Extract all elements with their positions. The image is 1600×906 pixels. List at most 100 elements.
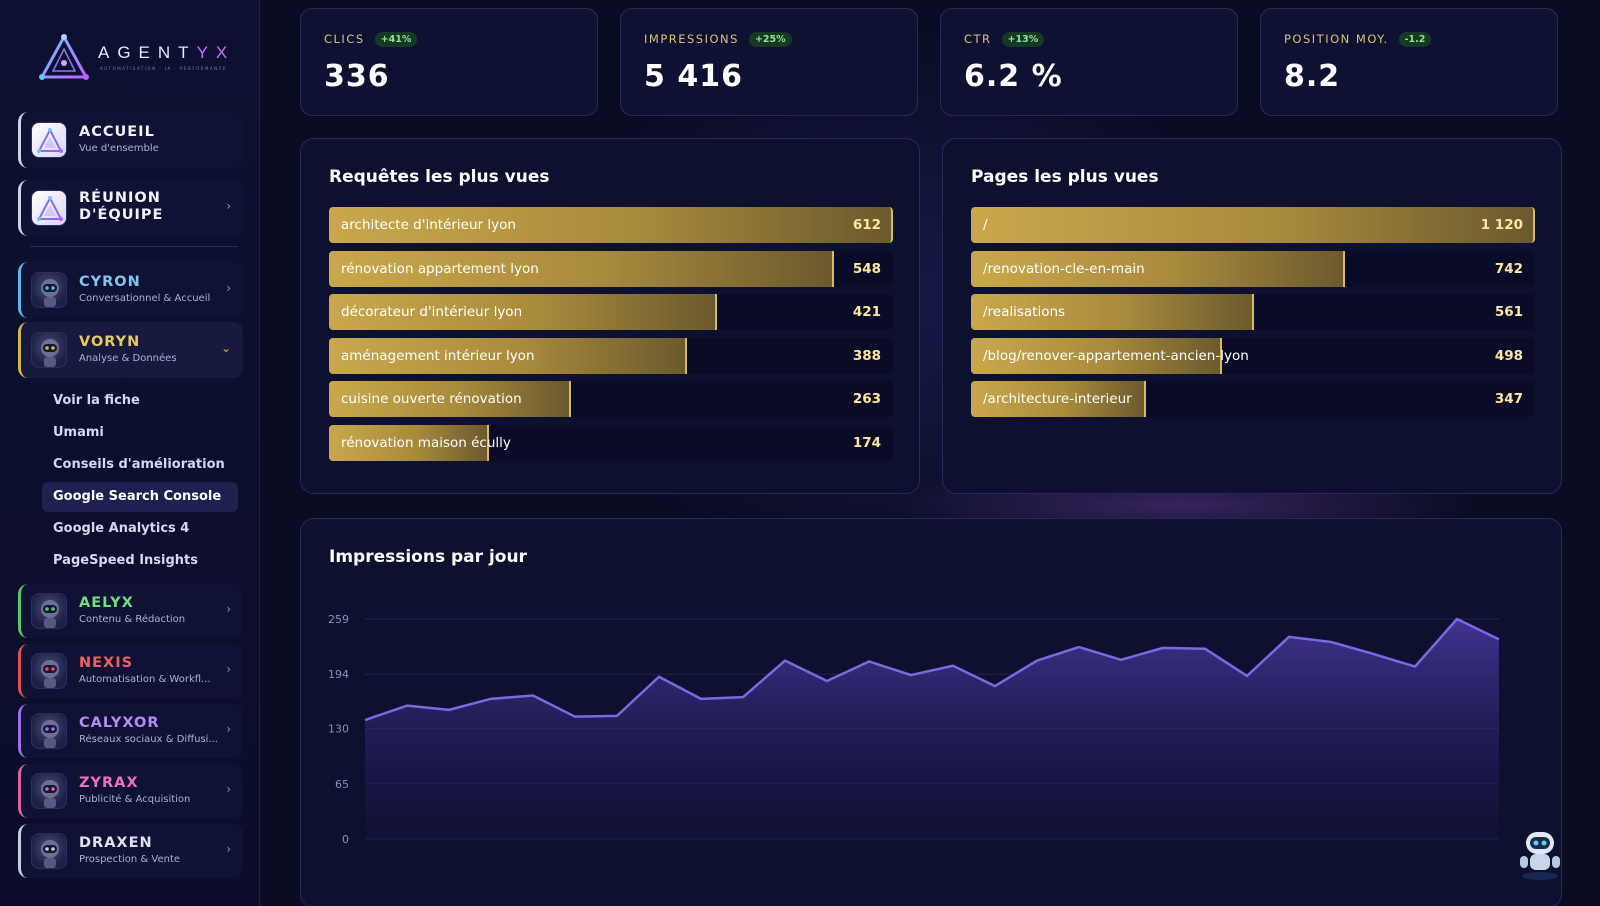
sidebar-agent-accueil[interactable]: ACCUEIL Vue d'ensemble [18, 112, 243, 168]
data-point-18[interactable] [1116, 655, 1126, 665]
bar-fill [971, 381, 1146, 417]
data-point-1[interactable] [402, 701, 412, 711]
data-point-22[interactable] [1284, 632, 1294, 642]
bar-row[interactable]: décorateur d'intérieur lyon 421 [329, 294, 893, 330]
chevron-right-icon[interactable]: › [226, 199, 231, 213]
bar-fill [971, 250, 1345, 287]
data-point-23[interactable] [1326, 637, 1336, 647]
sidebar-agent-zyrax[interactable]: ZYRAX Publicité & Acquisition › [18, 764, 243, 818]
bar-value: 498 [1494, 347, 1523, 364]
bar-row[interactable]: /architecture-interieur 347 [971, 381, 1535, 417]
brand-name: AGENTYX [98, 43, 236, 62]
chevron-right-icon[interactable]: › [226, 662, 231, 676]
kpi-value: 5 416 [644, 59, 743, 94]
bar-fill [329, 294, 717, 330]
submenu-pagespeed-insights[interactable]: PageSpeed Insights [53, 553, 199, 568]
logo-avatar-icon [37, 127, 63, 153]
agent-subtitle: Conversationnel & Accueil [79, 293, 211, 304]
bar-fill [971, 337, 1222, 374]
chevron-right-icon[interactable]: › [226, 782, 231, 796]
chevron-right-icon[interactable]: › [226, 281, 231, 295]
impressions-chart-panel: Impressions par jour 0 65 130 194 259 [300, 518, 1562, 906]
agent-avatar [31, 833, 67, 869]
kpi-label: POSITION MOY. -1.2 [1284, 32, 1432, 47]
chevron-right-icon[interactable]: › [226, 842, 231, 856]
agent-avatar [31, 272, 67, 308]
data-point-14[interactable] [948, 661, 958, 671]
bar-value: 421 [852, 304, 881, 320]
bar-fill [971, 207, 1535, 243]
sidebar-agent-nexis[interactable]: NEXIS Automatisation & Workfl... › [18, 644, 243, 698]
bar-row[interactable]: /renovation-cle-en-main 742 [971, 250, 1535, 287]
brand-logo[interactable]: AGENTYX AUTOMATISATION · IA · PERFORMANC… [38, 33, 228, 81]
data-point-20[interactable] [1200, 644, 1210, 654]
bar-label: aménagement intérieur lyon [341, 347, 535, 364]
submenu-voir-la-fiche[interactable]: Voir la fiche [53, 393, 140, 408]
data-point-9[interactable] [738, 692, 748, 702]
data-point-2[interactable] [444, 705, 454, 715]
data-point-13[interactable] [906, 670, 916, 680]
data-point-21[interactable] [1242, 671, 1252, 681]
data-point-5[interactable] [570, 712, 580, 722]
data-point-25[interactable] [1410, 662, 1420, 672]
chevron-right-icon[interactable]: › [226, 602, 231, 616]
data-point-3[interactable] [486, 694, 496, 704]
submenu-umami[interactable]: Umami [53, 425, 104, 440]
data-point-4[interactable] [528, 690, 538, 700]
bar-value: 263 [852, 391, 881, 407]
data-point-26[interactable] [1452, 614, 1462, 624]
data-point-8[interactable] [696, 694, 706, 704]
data-point-11[interactable] [822, 676, 832, 686]
chevron-right-icon[interactable]: › [226, 722, 231, 736]
y-tick-label: 259 [328, 613, 349, 626]
data-point-15[interactable] [990, 681, 1000, 691]
bar-row[interactable]: /blog/renover-appartement-ancien-lyon 498 [971, 337, 1535, 374]
bar-fill [329, 381, 572, 417]
data-point-12[interactable] [864, 656, 874, 666]
submenu-google-search-console[interactable]: Google Search Console [42, 482, 238, 512]
sidebar-agent-aelyx[interactable]: AELYX Contenu & Rédaction › [18, 584, 243, 638]
assistant-bot-button[interactable] [1510, 822, 1570, 882]
bar-row[interactable]: architecte d'intérieur lyon 612 [329, 207, 893, 243]
bar-fill [329, 424, 490, 461]
sidebar-divider [30, 246, 238, 247]
sidebar-agent-draxen[interactable]: DRAXEN Prospection & Vente › [18, 824, 243, 878]
bar-label: rénovation maison écully [341, 434, 511, 451]
data-point-6[interactable] [612, 711, 622, 721]
data-point-17[interactable] [1074, 642, 1084, 652]
submenu-conseils-d-am-lioration[interactable]: Conseils d'amélioration [53, 457, 225, 472]
y-tick-label: 130 [328, 723, 349, 736]
kpi-card-position-moy-: POSITION MOY. -1.2 8.2 [1260, 8, 1558, 116]
agent-avatar [31, 332, 67, 368]
submenu-google-analytics-4[interactable]: Google Analytics 4 [53, 521, 190, 536]
bar-row[interactable]: / 1 120 [971, 207, 1535, 243]
sidebar-agent-cyron[interactable]: CYRON Conversationnel & Accueil › [18, 262, 243, 318]
bar-row[interactable]: cuisine ouverte rénovation 263 [329, 381, 893, 417]
data-point-7[interactable] [654, 672, 664, 682]
data-point-10[interactable] [780, 656, 790, 666]
robot-avatar-icon [41, 840, 59, 868]
agent-title: ACCUEIL [79, 124, 155, 140]
chevron-down-icon[interactable]: ⌄ [220, 341, 231, 355]
agent-title: VORYN [79, 334, 141, 350]
bar-row[interactable]: rénovation maison écully 174 [329, 424, 893, 461]
bar-label: /realisations [983, 304, 1066, 320]
data-point-0[interactable] [360, 715, 370, 725]
series-line [364, 617, 1500, 722]
kpi-card-clics: CLICS +41% 336 [300, 8, 598, 116]
data-point-27[interactable] [1494, 634, 1504, 644]
agent-title: ZYRAX [79, 775, 139, 791]
top-pages-panel: Pages les plus vues / 1 120/renovation-cl… [942, 138, 1562, 494]
bar-row[interactable]: aménagement intérieur lyon 388 [329, 337, 893, 374]
data-point-24[interactable] [1368, 649, 1378, 659]
sidebar-agent-calyxor[interactable]: CALYXOR Réseaux sociaux & Diffusi... › [18, 704, 243, 758]
bar-row[interactable]: /realisations 561 [971, 294, 1535, 330]
sidebar-agent-runion[interactable]: RÉUNION D'ÉQUIPE › [18, 180, 243, 236]
kpi-trend-badge: -1.2 [1398, 32, 1432, 47]
sidebar-agent-voryn[interactable]: VORYN Analyse & Données ⌄ [18, 322, 243, 378]
bar-row[interactable]: rénovation appartement lyon 548 [329, 250, 893, 287]
bar-label: / [983, 217, 988, 233]
agentyx-avatar [31, 122, 67, 158]
data-point-16[interactable] [1032, 656, 1042, 666]
data-point-19[interactable] [1158, 643, 1168, 653]
